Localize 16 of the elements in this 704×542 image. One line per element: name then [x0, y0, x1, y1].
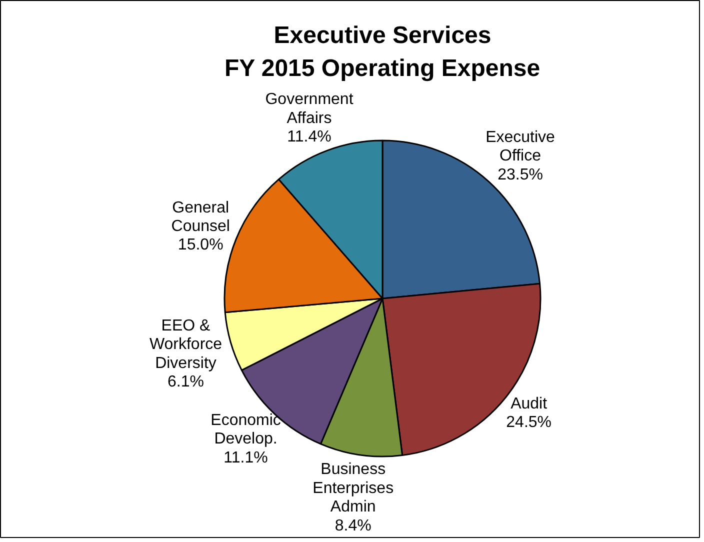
data-label: 8.4%: [334, 517, 372, 534]
data-label: 24.5%: [506, 414, 552, 432]
slice-label: Executive Office: [486, 128, 556, 165]
slice-label: Business Enterprises Admin: [312, 461, 394, 516]
data-label: 11.1%: [224, 449, 268, 466]
chart-title: Executive Services: [274, 22, 492, 49]
data-label: 11.4%: [287, 128, 332, 146]
slice-label: Audit: [510, 395, 548, 412]
data-label: 23.5%: [498, 166, 543, 184]
slice-label: Economic Develop.: [210, 412, 281, 448]
slice-label: EEO & Workforce Diversity: [149, 317, 222, 372]
slice-label: General Counsel: [171, 199, 230, 236]
chart-subtitle: FY 2015 Operating Expense: [224, 55, 540, 82]
data-label: 15.0%: [178, 236, 224, 254]
slice-label: Government Affairs: [265, 91, 354, 127]
data-label: 6.1%: [168, 374, 204, 391]
